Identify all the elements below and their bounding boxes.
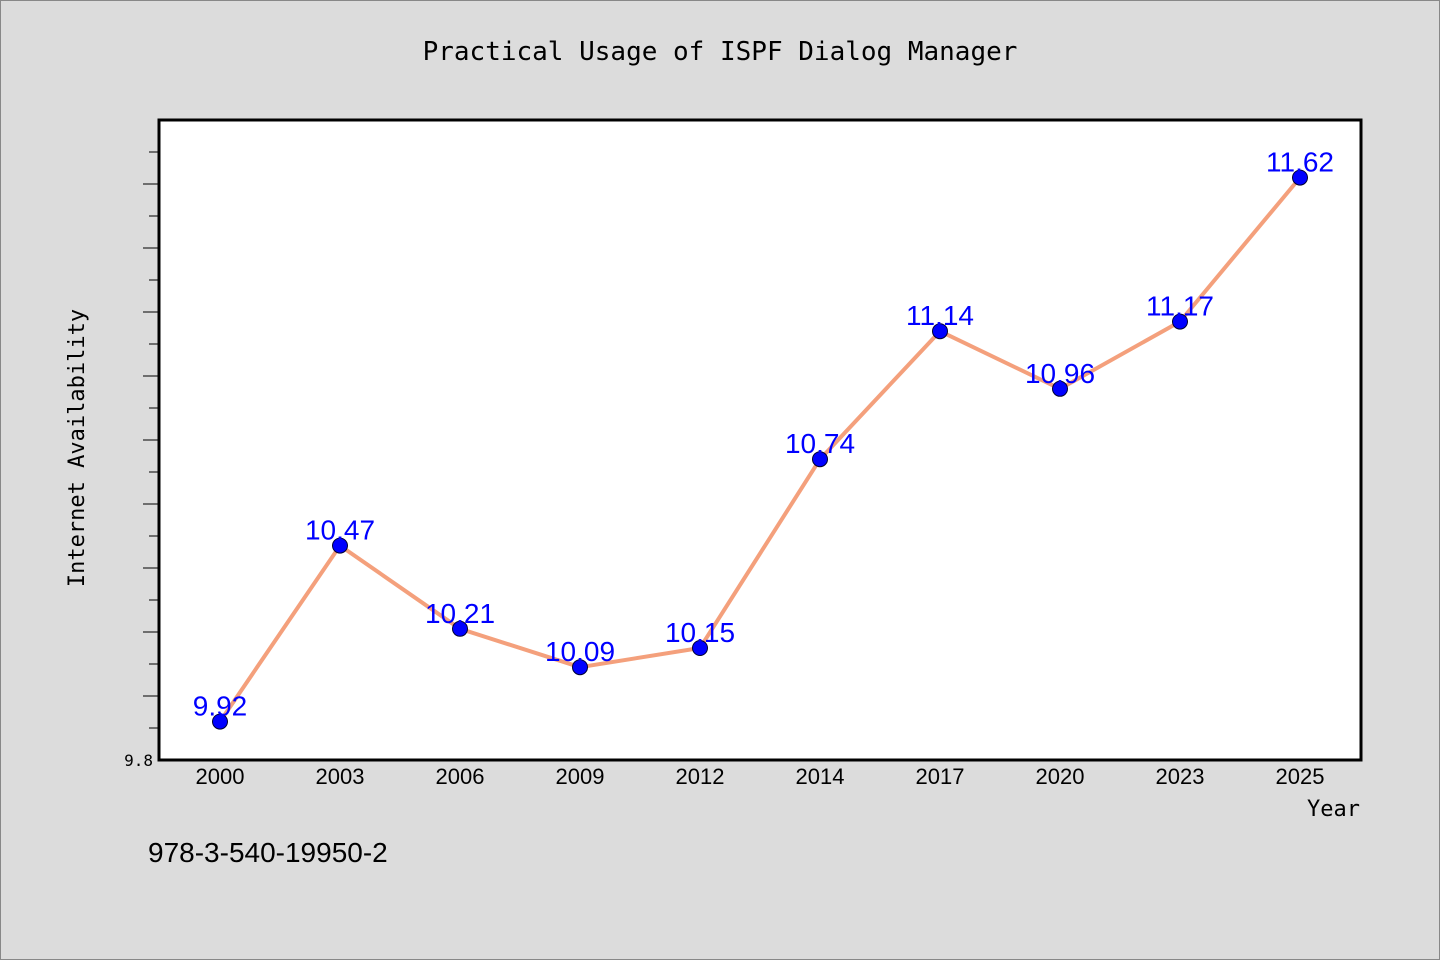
data-point <box>1052 380 1068 397</box>
x-tick-label: 2012 <box>676 764 725 789</box>
data-point <box>932 323 948 340</box>
data-label: 10.21 <box>425 598 495 629</box>
data-point <box>572 659 588 676</box>
x-axis-label: Year <box>1307 797 1360 822</box>
x-tick-label: 2017 <box>916 764 965 789</box>
data-labels: 9.92 10.47 10.21 10.09 10.15 10.74 11.14 10.96 1… <box>193 147 1334 722</box>
x-tick-label: 2023 <box>1156 764 1205 789</box>
chart-title: Practical Usage of ISPF Dialog Manager <box>423 37 1018 67</box>
x-tick-label: 2000 <box>196 764 245 789</box>
data-label: 10.96 <box>1025 358 1095 389</box>
x-axis-tick-labels: 2000 2003 2006 2009 2012 2014 2017 2020 2023 2025 <box>196 764 1325 789</box>
x-tick-label: 2014 <box>796 764 845 789</box>
series-markers <box>212 169 1308 730</box>
data-point <box>212 713 228 730</box>
series-line <box>218 175 1302 724</box>
x-tick-label: 2025 <box>1276 764 1325 789</box>
data-label: 10.09 <box>545 636 615 667</box>
data-point <box>1172 313 1188 330</box>
data-label: 10.47 <box>305 515 375 546</box>
data-label: 11.14 <box>906 300 974 331</box>
x-tick-label: 2020 <box>1036 764 1085 789</box>
data-label: 9.92 <box>193 691 248 722</box>
y-axis-label: Internet Availability <box>65 309 90 587</box>
data-label: 10.74 <box>785 428 855 459</box>
data-point <box>1292 169 1308 186</box>
data-point <box>692 640 708 656</box>
data-label: 11.17 <box>1146 291 1214 322</box>
y-axis-ticks <box>143 151 159 729</box>
series-polyline <box>218 175 1302 724</box>
data-point <box>452 620 468 637</box>
footer-isbn: 978-3-540-19950-2 <box>148 837 388 868</box>
data-label: 10.15 <box>665 617 735 648</box>
y-tick-label-min: 9.8 <box>124 751 153 770</box>
data-point <box>332 537 348 554</box>
data-point <box>812 451 828 468</box>
plot-area <box>157 118 1363 762</box>
x-tick-label: 2006 <box>436 764 485 789</box>
x-tick-label: 2009 <box>556 764 605 789</box>
x-tick-label: 2003 <box>316 764 365 789</box>
data-label: 11.62 <box>1266 147 1334 178</box>
